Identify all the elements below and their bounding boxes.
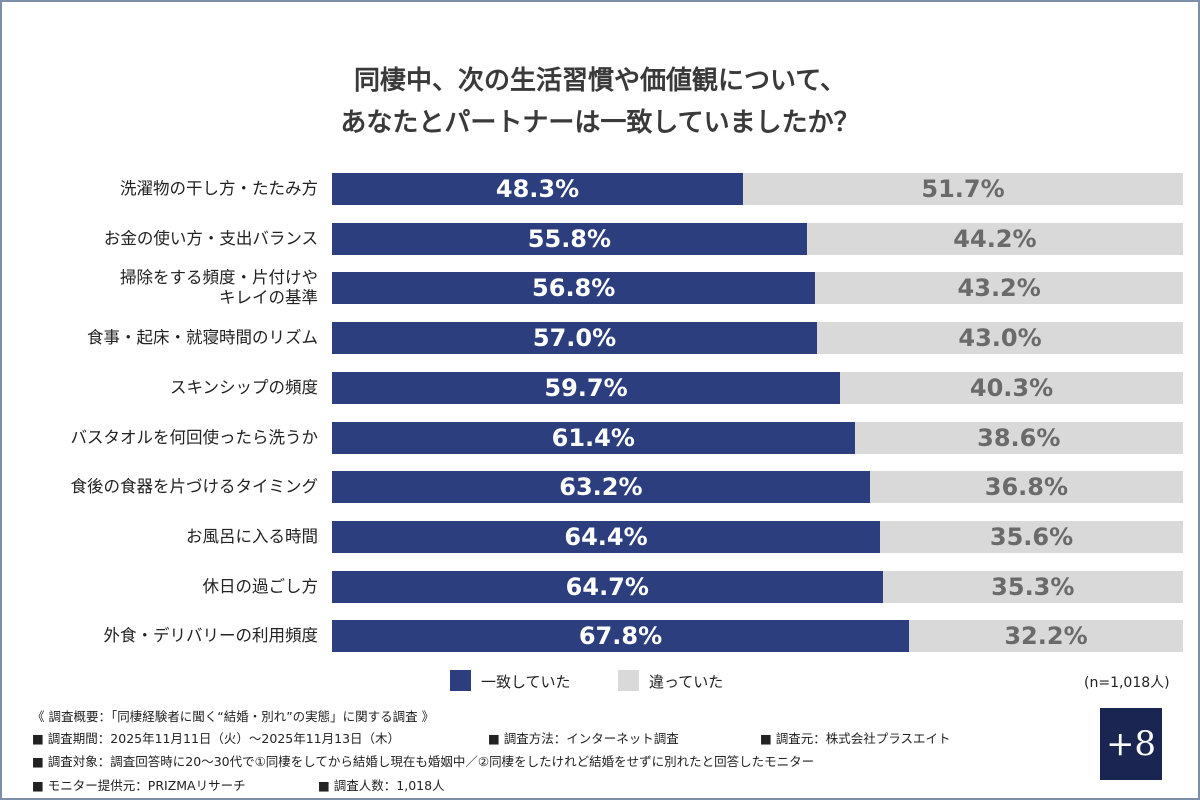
legend-swatch bbox=[618, 670, 639, 691]
value-label: 55.8% bbox=[527, 224, 612, 253]
bar bbox=[332, 421, 855, 454]
legend-swatch bbox=[450, 670, 471, 691]
bar bbox=[908, 620, 1183, 653]
value-label: 43.0% bbox=[958, 324, 1042, 353]
value-label: 36.8% bbox=[984, 473, 1069, 502]
footnote: ■ 調査方法：インターネット調査 bbox=[488, 731, 679, 746]
bar bbox=[332, 570, 883, 603]
bar bbox=[332, 371, 841, 404]
bar bbox=[806, 222, 1183, 255]
category-label: 食事・起床・就寝時間のリズム bbox=[87, 328, 318, 348]
footnote: ■ 調査期間：2025年11月11日（火）～2025年11月13日（木） bbox=[32, 731, 401, 746]
footnote: ■ 調査元：株式会社プラスエイト bbox=[760, 731, 951, 746]
category-label: 食後の食器を片づけるタイミング bbox=[70, 477, 319, 497]
value-label: 35.3% bbox=[991, 572, 1075, 601]
bar bbox=[882, 570, 1183, 603]
bar bbox=[332, 520, 881, 553]
footnote: ■ モニター提供元：PRIZMAリサーチ bbox=[32, 778, 246, 793]
value-label: 38.6% bbox=[977, 423, 1061, 452]
value-label: 43.2% bbox=[957, 274, 1041, 303]
bar bbox=[854, 421, 1183, 454]
category-label: バスタオルを何回使ったら洗うか bbox=[70, 427, 319, 447]
chart-title: あなたとパートナーは一致していましたか？ bbox=[340, 108, 860, 138]
value-label: 40.3% bbox=[969, 373, 1054, 402]
footnote: ■ 調査対象：調査回答時に20～30代で①同棲をしてから結婚し現在も婚姻中／②同… bbox=[32, 754, 815, 769]
category-label: スキンシップの頻度 bbox=[169, 377, 318, 397]
value-label: 67.8% bbox=[578, 622, 663, 651]
category-label: 外食・デリバリーの利用頻度 bbox=[103, 626, 319, 646]
value-label: 64.7% bbox=[565, 572, 649, 601]
value-label: 51.7% bbox=[921, 175, 1005, 203]
value-label: 35.6% bbox=[989, 522, 1074, 551]
chart-title: 同棲中、次の生活習慣や価値観について、 bbox=[354, 66, 846, 96]
value-label: 57.0% bbox=[532, 324, 617, 353]
value-label: 63.2% bbox=[559, 473, 643, 502]
bar bbox=[332, 272, 816, 305]
bar bbox=[840, 371, 1183, 404]
value-label: 44.2% bbox=[953, 224, 1037, 253]
bar bbox=[332, 222, 807, 255]
bar bbox=[880, 520, 1183, 553]
value-label: 61.4% bbox=[551, 423, 635, 452]
logo: +8 bbox=[1100, 708, 1162, 780]
bar bbox=[815, 272, 1183, 305]
sample-note: (n=1,018人) bbox=[1084, 675, 1170, 691]
legend-label: 一致していた bbox=[481, 673, 571, 691]
category-label: 掃除をする頻度・片付けや キレイの基準 bbox=[120, 268, 318, 308]
value-label: 32.2% bbox=[1004, 622, 1088, 651]
bar bbox=[332, 620, 909, 653]
category-label: 洗濯物の干し方・たたみ方 bbox=[120, 179, 318, 198]
bar bbox=[817, 322, 1183, 355]
legend-label: 違っていた bbox=[649, 673, 724, 691]
category-label: お風呂に入る時間 bbox=[186, 526, 318, 546]
bar bbox=[332, 322, 818, 355]
footnote: ■ 調査人数：1,018人 bbox=[318, 778, 445, 793]
bar bbox=[869, 471, 1183, 504]
bar bbox=[332, 173, 744, 205]
value-label: 64.4% bbox=[564, 522, 648, 551]
footnote-heading: 《 調査概要：「同棲経験者に聞く“結婚・別れ”の実態」に関する調査 》 bbox=[32, 709, 435, 724]
value-label: 48.3% bbox=[495, 175, 580, 203]
bar bbox=[332, 471, 870, 504]
bar bbox=[743, 173, 1183, 205]
value-label: 56.8% bbox=[532, 274, 616, 303]
category-label: 休日の過ごし方 bbox=[202, 576, 319, 596]
value-label: 59.7% bbox=[544, 373, 628, 402]
category-label: お金の使い方・支出バランス bbox=[103, 228, 318, 248]
